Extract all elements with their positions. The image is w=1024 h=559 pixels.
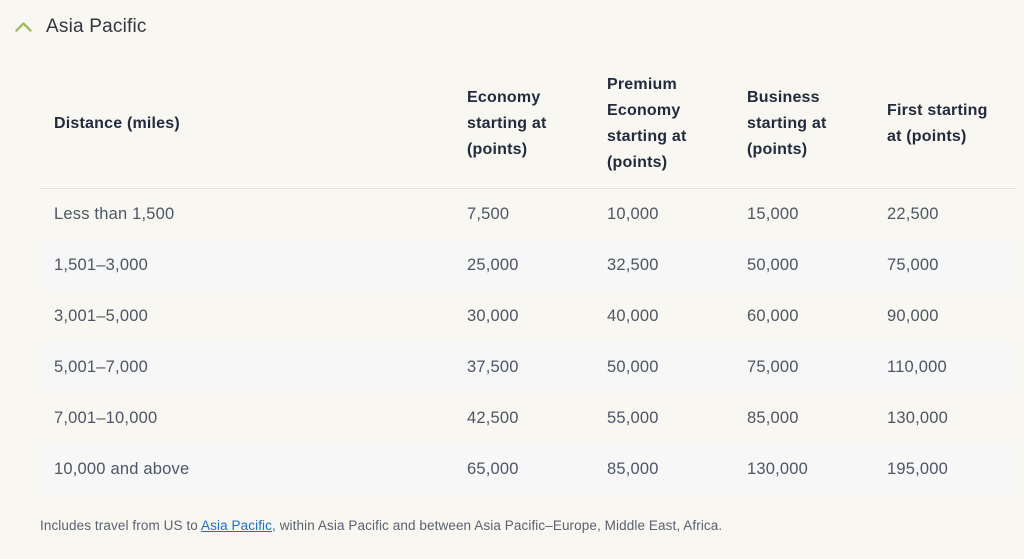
business-cell: 60,000 [747,307,799,325]
distance-cell: 7,001–10,000 [54,409,158,427]
distance-cell: 5,001–7,000 [54,358,148,376]
table-header-row: Distance (miles) Economy starting at (po… [40,60,1017,189]
footnote-text-after: , within Asia Pacific and between Asia P… [272,518,723,533]
business-cell: 75,000 [747,358,799,376]
table-row: 10,000 and above 65,000 85,000 130,000 1… [40,444,1017,495]
table-row: Less than 1,500 7,500 10,000 15,000 22,5… [40,189,1017,240]
first-cell: 22,500 [887,205,939,223]
economy-cell: 25,000 [467,256,519,274]
premium-economy-cell: 55,000 [607,409,659,427]
distance-cell: 10,000 and above [54,460,190,478]
first-cell: 75,000 [887,256,939,274]
economy-cell: 30,000 [467,307,519,325]
footnote-text-before: Includes travel from US to [40,518,202,533]
chevron-up-icon[interactable] [14,21,33,33]
economy-cell: 65,000 [467,460,519,478]
footnote: Includes travel from US to Asia Pacific,… [40,517,1004,535]
column-header-distance: Distance (miles) [40,60,457,189]
asia-pacific-link[interactable]: Asia Pacific [201,518,272,533]
premium-economy-cell: 50,000 [607,358,659,376]
premium-economy-cell: 85,000 [607,460,659,478]
section-title: Asia Pacific [46,16,147,37]
first-cell: 110,000 [887,358,947,376]
column-header-premium-economy: Premium Economy starting at (points) [597,60,737,189]
table-row: 7,001–10,000 42,500 55,000 85,000 130,00… [40,393,1017,444]
business-cell: 85,000 [747,409,799,427]
column-header-first: First starting at (points) [877,60,1017,189]
first-cell: 130,000 [887,409,949,427]
table-row: 5,001–7,000 37,500 50,000 75,000 110,000 [40,342,1017,393]
premium-economy-cell: 10,000 [607,205,659,223]
table-row: 1,501–3,000 25,000 32,500 50,000 75,000 [40,240,1017,291]
first-cell: 90,000 [887,307,939,325]
section-header-asia-pacific[interactable]: Asia Pacific [0,0,147,38]
column-header-business: Business starting at (points) [737,60,877,189]
economy-cell: 37,500 [467,358,519,376]
economy-cell: 7,500 [467,205,510,223]
first-cell: 195,000 [887,460,949,478]
award-chart-table-container: Distance (miles) Economy starting at (po… [40,60,1017,495]
distance-cell: 1,501–3,000 [54,256,148,274]
award-chart-table: Distance (miles) Economy starting at (po… [40,60,1017,495]
premium-economy-cell: 32,500 [607,256,659,274]
distance-cell: Less than 1,500 [54,205,175,223]
economy-cell: 42,500 [467,409,519,427]
table-row: 3,001–5,000 30,000 40,000 60,000 90,000 [40,291,1017,342]
business-cell: 50,000 [747,256,799,274]
premium-economy-cell: 40,000 [607,307,659,325]
business-cell: 130,000 [747,460,809,478]
distance-cell: 3,001–5,000 [54,307,148,325]
business-cell: 15,000 [747,205,799,223]
column-header-economy: Economy starting at (points) [457,60,597,189]
